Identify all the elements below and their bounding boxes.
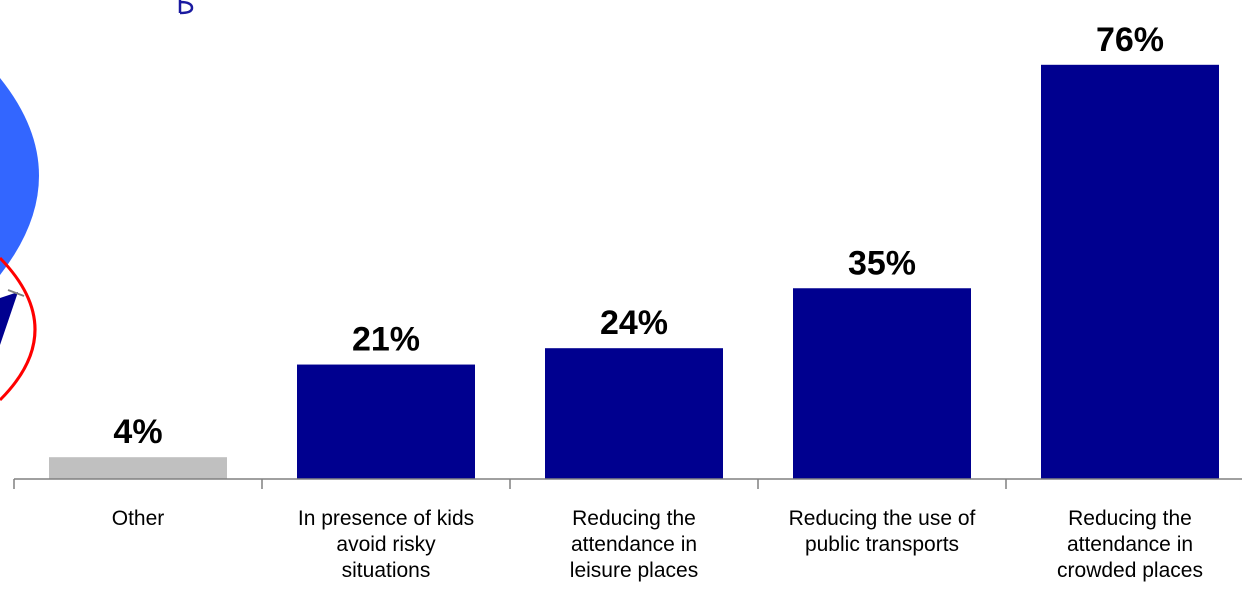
- value-label-5: 76%: [1096, 21, 1164, 59]
- value-label-4: 35%: [848, 244, 916, 282]
- decorative-cropped-title-fragment: [178, 0, 194, 15]
- category-label-3: Reducing the attendance in leisure places: [570, 507, 698, 582]
- value-label-3: 24%: [600, 304, 668, 342]
- bar-4: [793, 288, 971, 479]
- bar-3: [545, 348, 723, 479]
- bar-1: [49, 457, 227, 479]
- category-label-5: Reducing the attendance in crowded places: [1057, 507, 1203, 582]
- bar-2: [297, 364, 475, 479]
- category-label-4: Reducing the use of public transports: [789, 507, 976, 556]
- value-label-1: 4%: [113, 413, 162, 451]
- cropped-decorative-graphic: [0, 0, 194, 402]
- decorative-red-circle-outline: [0, 256, 37, 402]
- decorative-navy-wedge: [0, 292, 18, 345]
- category-label-2: In presence of kids avoid risky situations: [298, 507, 474, 582]
- decorative-grey-line: [7, 289, 25, 297]
- decorative-blue-arc: [0, 78, 39, 275]
- x-axis: [13, 478, 1242, 489]
- bar-5: [1041, 64, 1219, 480]
- value-label-2: 21%: [352, 321, 420, 359]
- category-label-1: Other: [112, 507, 165, 530]
